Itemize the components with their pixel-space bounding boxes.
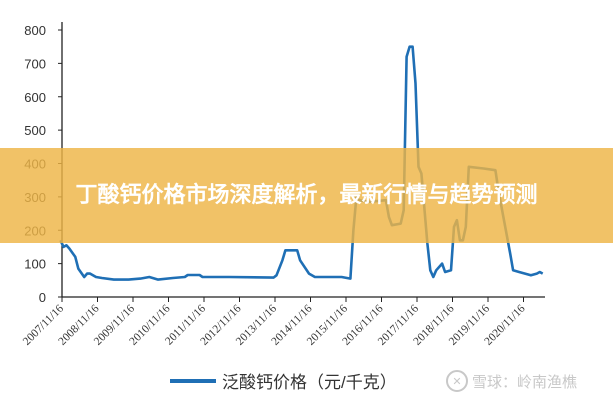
y-tick-label: 800 — [24, 23, 46, 38]
y-tick-label: 100 — [24, 257, 46, 272]
watermark: ✕ 雪球：岭南渔樵 — [446, 370, 577, 392]
title-banner: 丁酸钙价格市场深度解析，最新行情与趋势预测 — [0, 148, 613, 243]
chart-legend: 泛酸钙价格（元/千克） — [170, 368, 397, 393]
y-tick-label: 600 — [24, 90, 46, 105]
xueqiu-logo-icon: ✕ — [446, 370, 468, 392]
legend-line-swatch — [170, 378, 216, 383]
y-tick-label: 500 — [24, 123, 46, 138]
watermark-text: 雪球：岭南渔樵 — [472, 373, 578, 391]
y-tick-label: 0 — [39, 290, 46, 305]
banner-title: 丁酸钙价格市场深度解析，最新行情与趋势预测 — [75, 182, 538, 208]
y-tick-label: 700 — [24, 56, 46, 71]
legend-label: 泛酸钙价格（元/千克） — [222, 373, 397, 392]
